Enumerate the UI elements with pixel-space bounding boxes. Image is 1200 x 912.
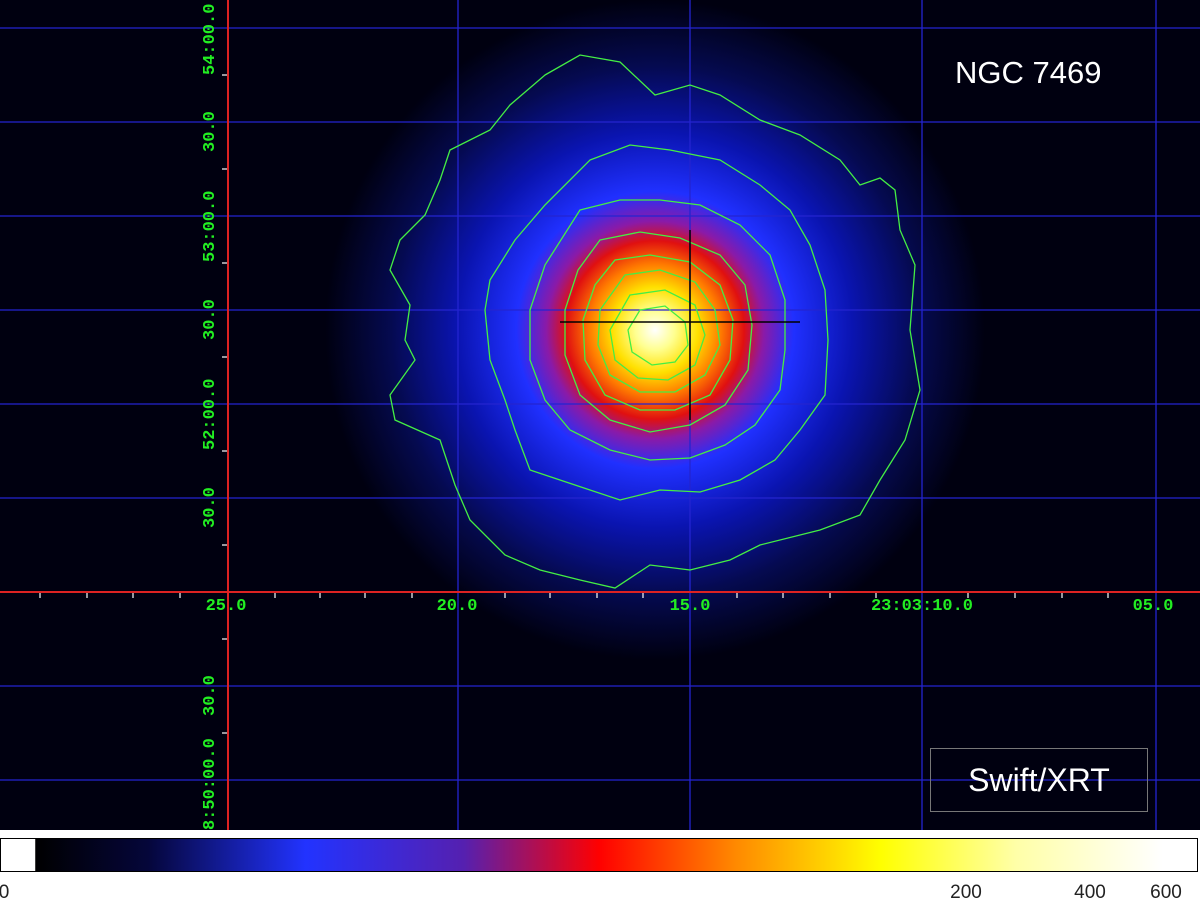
ra-tick-label: 15.0 bbox=[669, 597, 711, 616]
crosshair bbox=[560, 230, 800, 420]
dec-tick-label: 53:00.0 bbox=[201, 190, 220, 262]
colorbar bbox=[0, 838, 1198, 872]
dec-tick-label: 54:00.0 bbox=[201, 3, 220, 75]
ra-tick-label: 05.0 bbox=[1132, 597, 1174, 616]
colorbar-label: 400 bbox=[1074, 882, 1106, 903]
dec-tick-label: 52:00.0 bbox=[201, 378, 220, 450]
contours bbox=[389, 54, 921, 589]
xray-image bbox=[0, 0, 1200, 830]
ra-tick-label: 20.0 bbox=[436, 597, 478, 616]
ra-tick-label: 25.0 bbox=[205, 597, 247, 616]
dec-tick-label: 30.0 bbox=[201, 487, 220, 528]
sky-image-viewer[interactable]: 25.0 20.0 15.0 23:03:10.0 05.0 54:00.0 3… bbox=[0, 0, 1200, 830]
colorbar-label: 200 bbox=[950, 882, 982, 903]
target-name-label: NGC 7469 bbox=[955, 55, 1102, 90]
colorbar-label: 600 bbox=[1150, 882, 1182, 903]
instrument-label-text: Swift/XRT bbox=[968, 761, 1110, 798]
dec-tick-label: 8:50:00.0 bbox=[201, 738, 220, 830]
colorbar-label: 0 bbox=[0, 882, 10, 903]
instrument-label: Swift/XRT bbox=[930, 748, 1148, 812]
dec-tick-label: 30.0 bbox=[201, 675, 220, 716]
dec-minor-ticks bbox=[222, 74, 227, 734]
axes bbox=[0, 0, 1200, 830]
ra-minor-ticks bbox=[39, 593, 1109, 598]
dec-tick-label: 30.0 bbox=[201, 299, 220, 340]
ra-tick-label: 23:03:10.0 bbox=[870, 597, 974, 616]
dec-tick-label: 30.0 bbox=[201, 111, 220, 152]
